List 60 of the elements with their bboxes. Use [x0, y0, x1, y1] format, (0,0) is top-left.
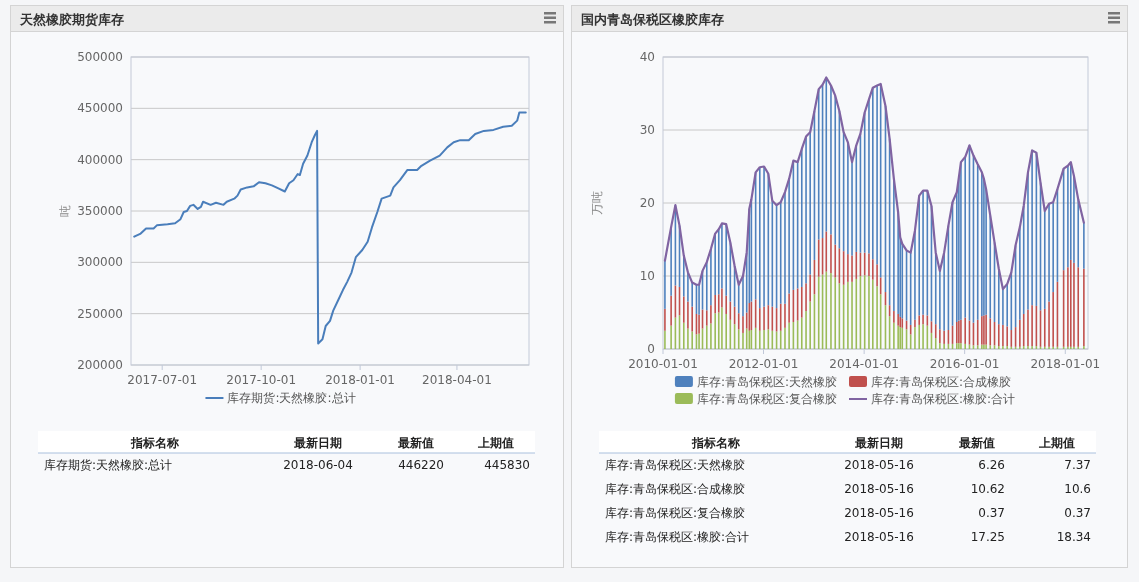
text: 17.25 — [970, 530, 1005, 544]
legend-label: 库存:青岛保税区:复合橡胶 — [696, 392, 837, 406]
text: 7.37 — [1064, 458, 1091, 472]
text: 2018-05-16 — [844, 482, 914, 496]
x-tick-label: 2010-01-01 — [628, 357, 698, 371]
y-tick-label: 450000 — [77, 101, 123, 116]
text: 0.37 — [1064, 506, 1091, 520]
text: 最新值 — [397, 436, 434, 450]
x-tick-label: 2018-01-01 — [1030, 357, 1101, 371]
legend-label: 库存:青岛保税区:橡胶:合计 — [871, 392, 1016, 406]
text: 2018-05-16 — [844, 506, 914, 520]
text: 10.6 — [1064, 482, 1091, 496]
x-tick-label: 2018-04-01 — [422, 373, 492, 387]
y-tick-label: 400000 — [77, 152, 123, 167]
text: 0.37 — [978, 506, 1005, 520]
text: 最新日期 — [854, 436, 903, 450]
y-tick-label: 10 — [639, 269, 655, 283]
text: 10.62 — [970, 482, 1005, 496]
chart-title: 天然橡胶期货库存 — [19, 12, 124, 27]
y-tick-label: 0 — [647, 342, 655, 356]
text: 库存期货:天然橡胶:总计 — [44, 458, 173, 472]
text: 2018-05-16 — [844, 458, 914, 472]
text: 指标名称 — [691, 436, 741, 450]
text: 库存:青岛保税区:橡胶:合计 — [605, 530, 750, 544]
legend-label: 库存期货:天然橡胶:总计 — [227, 391, 356, 405]
y-tick-label: 30 — [639, 123, 655, 137]
text: 库存:青岛保税区:复合橡胶 — [605, 506, 746, 520]
text: 库存:青岛保税区:合成橡胶 — [605, 482, 746, 496]
y-tick-label: 250000 — [77, 306, 123, 321]
y-tick-label: 300000 — [77, 255, 123, 270]
text: 445830 — [484, 458, 530, 472]
line-series — [133, 111, 527, 345]
y-axis-title: 万吨 — [590, 191, 604, 215]
x-tick-label: 2014-01-01 — [829, 357, 900, 371]
text: 上期值 — [477, 436, 514, 450]
x-tick-label: 2012-01-01 — [728, 357, 799, 371]
text: 库存:青岛保税区:天然橡胶 — [605, 458, 746, 472]
y-tick-label: 20 — [639, 196, 655, 210]
text: 最新值 — [958, 436, 995, 450]
legend-label: 库存:青岛保税区:合成橡胶 — [871, 375, 1012, 389]
x-tick-label: 2017-07-01 — [127, 373, 198, 387]
y-tick-label: 40 — [639, 50, 655, 64]
x-tick-label: 2016-01-01 — [929, 357, 1000, 371]
text: 上期值 — [1038, 436, 1075, 450]
y-tick-label: 200000 — [77, 358, 123, 372]
text: 指标名称 — [130, 436, 180, 450]
text: 6.26 — [978, 458, 1005, 472]
y-axis-title: 吨 — [58, 205, 72, 217]
chart-title: 国内青岛保税区橡胶库存 — [581, 12, 724, 27]
text: 446220 — [398, 458, 444, 472]
x-tick-label: 2018-01-01 — [325, 373, 395, 387]
x-tick-label: 2017-10-01 — [226, 373, 297, 387]
text: 18.34 — [1056, 530, 1091, 544]
legend-label: 库存:青岛保税区:天然橡胶 — [696, 375, 837, 389]
y-tick-label: 500000 — [77, 50, 123, 64]
text: 最新日期 — [293, 436, 342, 450]
line-series — [663, 76, 1085, 291]
y-tick-label: 350000 — [77, 204, 123, 218]
text: 2018-06-04 — [283, 458, 353, 472]
text: 2018-05-16 — [844, 530, 914, 544]
